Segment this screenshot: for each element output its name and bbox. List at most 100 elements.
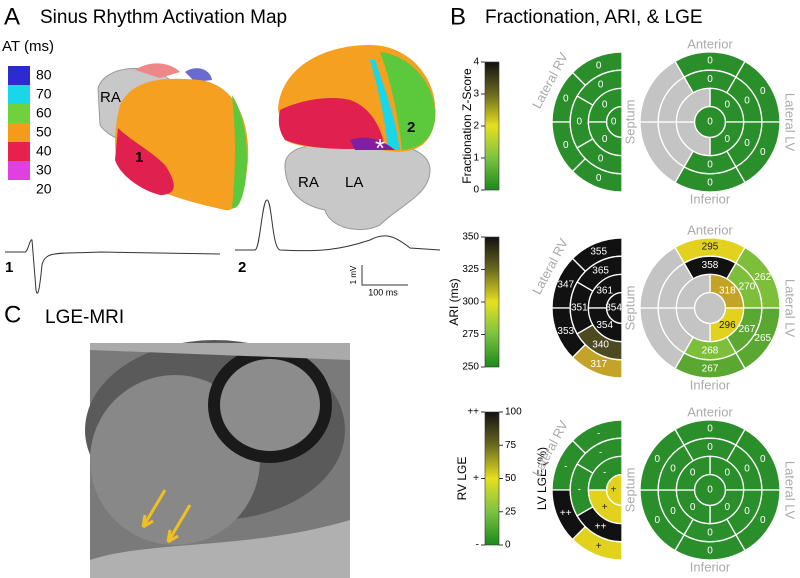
segment-label: 0 bbox=[707, 159, 713, 170]
map-label: RA bbox=[100, 89, 121, 106]
legend-swatch bbox=[8, 104, 30, 123]
segment-label: 262 bbox=[754, 272, 771, 283]
ecg-trace bbox=[235, 199, 441, 252]
segment-label: 354 bbox=[605, 303, 622, 314]
segment-label: 347 bbox=[557, 279, 574, 290]
segment-label: 0 bbox=[577, 117, 583, 128]
segment-label: 296 bbox=[719, 320, 736, 331]
segment-label: 0 bbox=[670, 506, 676, 517]
tick-label: 25 bbox=[505, 506, 517, 517]
segment-label: 351 bbox=[571, 303, 588, 314]
segment-label: 358 bbox=[702, 260, 719, 271]
panel-letter: B bbox=[450, 3, 466, 30]
colorbar-label: RV LGE bbox=[455, 457, 469, 501]
tick-label: 2 bbox=[473, 121, 479, 132]
tick-label: 75 bbox=[505, 440, 517, 451]
tick-label: 0 bbox=[505, 540, 511, 551]
tick-label: 275 bbox=[462, 329, 479, 340]
legend-label: 30 bbox=[36, 162, 52, 178]
segment-label: 0 bbox=[725, 467, 731, 478]
map-label: 2 bbox=[407, 119, 415, 136]
orientation-label: Inferior bbox=[690, 559, 731, 574]
legend-swatch bbox=[8, 161, 30, 180]
map-label: * bbox=[375, 133, 385, 163]
segment-label: 0 bbox=[744, 95, 750, 106]
segment-label: 265 bbox=[754, 333, 771, 344]
scale-label: 100 ms bbox=[368, 287, 398, 297]
trace-label: 1 bbox=[5, 259, 13, 276]
panel-title: LGE-MRI bbox=[45, 307, 124, 328]
orientation-label: Inferior bbox=[690, 377, 731, 392]
tick-label: 1 bbox=[473, 153, 479, 164]
colorbar bbox=[484, 411, 500, 546]
tick-label: - bbox=[476, 540, 479, 551]
segment-label: 0 bbox=[707, 527, 713, 538]
tick-label: 4 bbox=[473, 57, 479, 68]
segment-label: 0 bbox=[725, 134, 731, 145]
orientation-label: Septum bbox=[622, 286, 637, 331]
segment-label: 0 bbox=[707, 117, 713, 128]
segment-label: 267 bbox=[739, 324, 756, 335]
segment-label: 340 bbox=[592, 340, 609, 351]
map-label: 1 bbox=[135, 149, 143, 166]
segment-label: 353 bbox=[557, 326, 574, 337]
colorbar-label: ARI (ms) bbox=[447, 278, 461, 325]
colorbar-label: Fractionation Z-Score bbox=[460, 68, 474, 184]
segment-label: 0 bbox=[760, 86, 766, 97]
segment-label: 0 bbox=[760, 515, 766, 526]
segment-label: 0 bbox=[596, 60, 602, 71]
legend-label: 20 bbox=[36, 181, 52, 197]
segment-label: 0 bbox=[611, 117, 617, 128]
scale-label: 1 mV bbox=[349, 265, 358, 284]
tick-label: 350 bbox=[462, 232, 479, 243]
tick-label: 50 bbox=[505, 473, 517, 484]
segment-label: 0 bbox=[707, 74, 713, 85]
orientation-label: Anterior bbox=[687, 404, 733, 419]
segment-label: ++ bbox=[560, 508, 572, 519]
segment-label: 0 bbox=[563, 93, 569, 104]
orientation-label: Septum bbox=[622, 100, 637, 145]
orientation-label: Lateral LV bbox=[783, 93, 798, 152]
segment-label: 295 bbox=[702, 242, 719, 253]
segment-label: 0 bbox=[707, 546, 713, 557]
segment-label: 0 bbox=[690, 467, 696, 478]
segment-label: 0 bbox=[760, 147, 766, 158]
trace-label: 2 bbox=[238, 259, 246, 276]
segment-label: + bbox=[596, 541, 602, 552]
segment-label: 0 bbox=[670, 463, 676, 474]
segment-label: 0 bbox=[744, 138, 750, 149]
segment-label: 267 bbox=[702, 364, 719, 375]
segment-label: 0 bbox=[654, 515, 660, 526]
segment-label: 270 bbox=[739, 281, 756, 292]
scale-bar bbox=[361, 265, 408, 286]
segment bbox=[606, 473, 623, 507]
segment-label: 354 bbox=[596, 320, 613, 331]
orientation-label: Lateral LV bbox=[783, 461, 798, 520]
segment-label: 0 bbox=[690, 502, 696, 513]
segment-label: 0 bbox=[563, 140, 569, 151]
segment-label: + bbox=[611, 485, 617, 496]
segment-label: 268 bbox=[702, 345, 719, 356]
legend-label: 50 bbox=[36, 124, 52, 140]
tick-label: 100 bbox=[505, 407, 522, 418]
orientation-label: Lateral LV bbox=[783, 279, 798, 338]
legend-swatch bbox=[8, 123, 30, 142]
legend-swatch bbox=[8, 66, 30, 85]
segment-label: - bbox=[564, 461, 567, 472]
tick-label: 0 bbox=[473, 185, 479, 196]
segment bbox=[693, 105, 727, 139]
orientation-label: Inferior bbox=[690, 191, 731, 206]
segment-label: 0 bbox=[760, 454, 766, 465]
segment bbox=[693, 291, 727, 325]
segment-label: 355 bbox=[590, 246, 607, 257]
segment-label: ++ bbox=[595, 522, 607, 533]
mri-image bbox=[85, 340, 350, 578]
segment-label: - bbox=[597, 428, 600, 439]
segment-label: 318 bbox=[719, 285, 736, 296]
segment-label: 0 bbox=[654, 454, 660, 465]
segment-label: 0 bbox=[598, 80, 604, 91]
segment-label: 0 bbox=[602, 99, 608, 110]
tick-label: 250 bbox=[462, 362, 479, 373]
colorbar bbox=[484, 61, 500, 191]
